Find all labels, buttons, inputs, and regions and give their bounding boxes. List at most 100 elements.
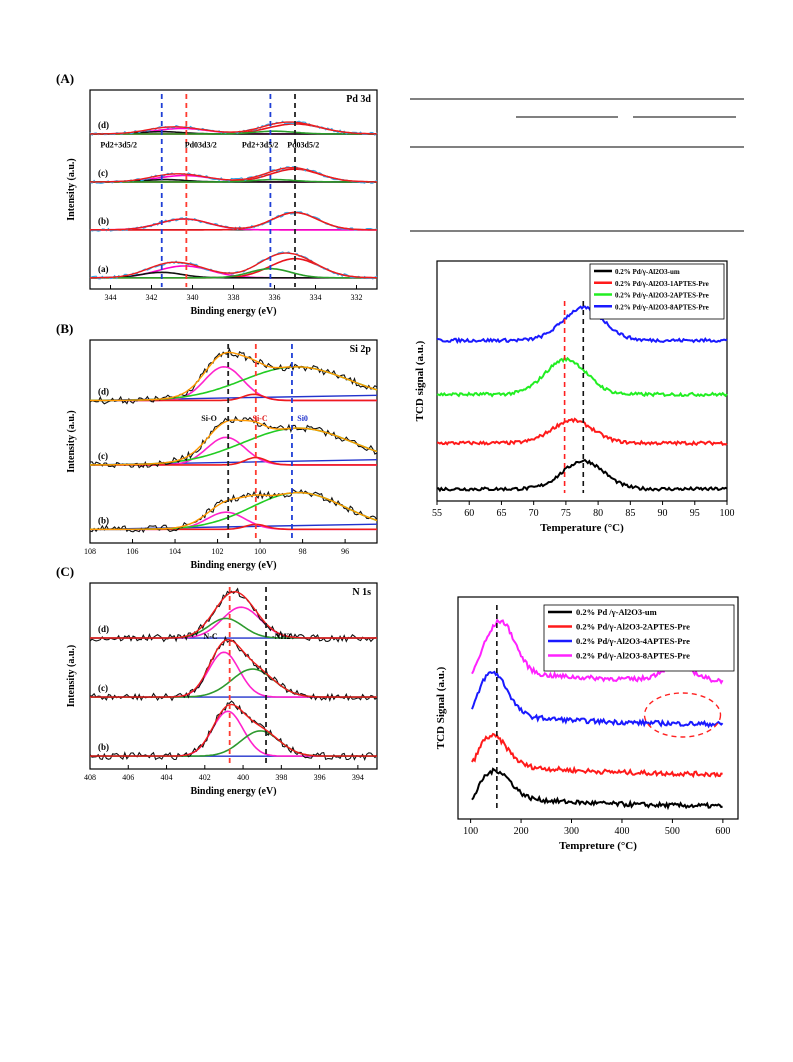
x-tick-label: 334 bbox=[310, 293, 322, 302]
x-tick-label: 96 bbox=[341, 547, 349, 556]
peak-annotation: Pd2+3d5/2 bbox=[242, 141, 279, 150]
legend-entry: 0.2% Pd/γ-Al2O3-8APTES-Pre bbox=[615, 303, 709, 311]
x-tick-label: 396 bbox=[314, 773, 326, 782]
tpr-chart-1: 55 60 65 70 75 80 85 90 95 100 Temperature (°C) TCD… bbox=[414, 260, 735, 534]
legend-entry: 0.2% Pd /γ-Al2O3-um bbox=[576, 607, 657, 617]
fit-envelope-curve bbox=[90, 121, 378, 135]
panel-label: (C) bbox=[56, 564, 74, 579]
legend: 0.2% Pd /γ-Al2O3-um 0.2% Pd/γ-Al2O3-2APTE… bbox=[543, 604, 735, 672]
legend: 0.2% Pd/γ-Al2O3-um 0.2% Pd/γ-Al2O3-1APTES… bbox=[589, 263, 725, 320]
raw-data-curve bbox=[89, 587, 378, 643]
series-line bbox=[436, 355, 728, 398]
fit-envelope-curve bbox=[90, 491, 378, 530]
curve-label: (d) bbox=[98, 624, 109, 634]
fit-component-curve bbox=[90, 178, 377, 183]
legend-entry: 0.2% Pd/γ-Al2O3-um bbox=[615, 268, 680, 276]
plot-frame bbox=[89, 89, 378, 290]
x-axis-label: Binding energy (eV) bbox=[190, 786, 276, 797]
fit-envelope-curve bbox=[90, 252, 377, 279]
x-tick-label: 106 bbox=[127, 547, 139, 556]
peak-annotation: Si-O bbox=[201, 414, 217, 423]
curve-label: (b) bbox=[98, 742, 109, 752]
peak-annotation: -NH2 bbox=[272, 632, 291, 641]
raw-data-curve bbox=[89, 700, 378, 761]
fit-component-curve bbox=[90, 211, 377, 231]
x-axis-label: Temperature (°C) bbox=[540, 522, 624, 534]
x-tick-label: 95 bbox=[690, 508, 700, 519]
y-axis-label: Intensity (a.u.) bbox=[66, 158, 77, 221]
x-tick-label: 90 bbox=[658, 508, 668, 519]
curve-label: (c) bbox=[98, 451, 108, 461]
y-axis-label: Intensity (a.u.) bbox=[66, 645, 77, 708]
series-line bbox=[471, 767, 723, 811]
panel-title: N 1s bbox=[352, 587, 371, 598]
x-tick-label: 300 bbox=[564, 826, 579, 837]
series-line bbox=[471, 670, 724, 729]
plot-frame bbox=[436, 260, 728, 502]
x-tick-label: 408 bbox=[84, 773, 96, 782]
x-tick-label: 80 bbox=[593, 508, 603, 519]
x-tick-label: 600 bbox=[715, 826, 730, 837]
x-tick-label: 102 bbox=[212, 547, 224, 556]
xps-panel-A: (A) Pd 3d 344 342 340 338 336 334 332 Binding ene… bbox=[56, 71, 378, 317]
xps-panel-C: (C) N 1s 408 406 404 402 400 398 396 394 Binding e… bbox=[56, 564, 378, 797]
x-tick-label: 332 bbox=[351, 293, 363, 302]
plot-frame bbox=[89, 339, 378, 544]
y-axis-label: TCD Signal (a.u.) bbox=[435, 666, 447, 749]
x-tick-label: 75 bbox=[561, 508, 571, 519]
x-tick-label: 55 bbox=[432, 508, 442, 519]
legend-entry: 0.2% Pd/γ-Al2O3-2APTES-Pre bbox=[576, 622, 690, 632]
fit-envelope-curve bbox=[90, 211, 377, 231]
tpr-chart-2: 100 200 300 400 500 600 Tempreture (°C) TCD Sig… bbox=[435, 596, 739, 852]
series-line bbox=[471, 732, 723, 779]
curve-label: (a) bbox=[98, 264, 109, 274]
curve-label: (d) bbox=[98, 386, 109, 396]
y-axis-label: Intensity (a.u.) bbox=[66, 410, 77, 473]
raw-data-curve bbox=[89, 635, 378, 702]
fit-component-curve bbox=[90, 617, 377, 639]
peak-annotation: Si0 bbox=[297, 414, 308, 423]
fit-envelope-curve bbox=[90, 351, 378, 402]
raw-data-curve bbox=[89, 488, 378, 534]
peak-annotation: Si-C bbox=[253, 414, 268, 423]
x-tick-label: 400 bbox=[237, 773, 249, 782]
x-tick-label: 60 bbox=[464, 508, 474, 519]
x-tick-label: 100 bbox=[720, 508, 735, 519]
fit-envelope-curve bbox=[90, 639, 377, 698]
x-axis-label: Tempreture (°C) bbox=[559, 840, 637, 852]
fit-envelope-curve bbox=[90, 703, 377, 757]
legend-entry: 0.2% Pd/γ-Al2O3-1APTES-Pre bbox=[615, 280, 709, 288]
fit-envelope-curve bbox=[90, 419, 378, 466]
series-line bbox=[436, 458, 728, 493]
x-tick-label: 98 bbox=[299, 547, 307, 556]
x-axis-label: Binding energy (eV) bbox=[190, 306, 276, 317]
x-tick-label: 394 bbox=[352, 773, 364, 782]
peak-annotation: Pd2+3d5/2 bbox=[100, 141, 137, 150]
x-tick-label: 65 bbox=[496, 508, 506, 519]
fit-envelope-curve bbox=[90, 590, 377, 639]
x-tick-label: 406 bbox=[122, 773, 134, 782]
legend-entry: 0.2% Pd/γ-Al2O3-4APTES-Pre bbox=[576, 636, 690, 646]
x-tick-label: 398 bbox=[275, 773, 287, 782]
legend-box bbox=[589, 263, 725, 320]
x-tick-label: 500 bbox=[665, 826, 680, 837]
series-line bbox=[436, 305, 728, 345]
panel-title: Si 2p bbox=[350, 344, 372, 355]
x-tick-label: 85 bbox=[625, 508, 635, 519]
x-tick-label: 342 bbox=[146, 293, 158, 302]
series-line bbox=[436, 417, 728, 447]
plot-frame bbox=[457, 596, 739, 820]
legend-box bbox=[543, 604, 735, 672]
peak-annotation: N-C bbox=[203, 632, 217, 641]
curve-label: (b) bbox=[98, 216, 109, 226]
x-tick-label: 104 bbox=[169, 547, 181, 556]
fit-component-curve bbox=[90, 730, 377, 757]
peak-annotation: Pd03d3/2 bbox=[185, 141, 217, 150]
x-tick-label: 338 bbox=[228, 293, 240, 302]
fit-component-curve bbox=[90, 668, 377, 698]
fit-component-curve bbox=[90, 267, 377, 279]
fit-envelope-curve bbox=[90, 167, 378, 183]
x-tick-label: 100 bbox=[463, 826, 478, 837]
y-axis-label: TCD signal (a.u.) bbox=[414, 340, 426, 421]
